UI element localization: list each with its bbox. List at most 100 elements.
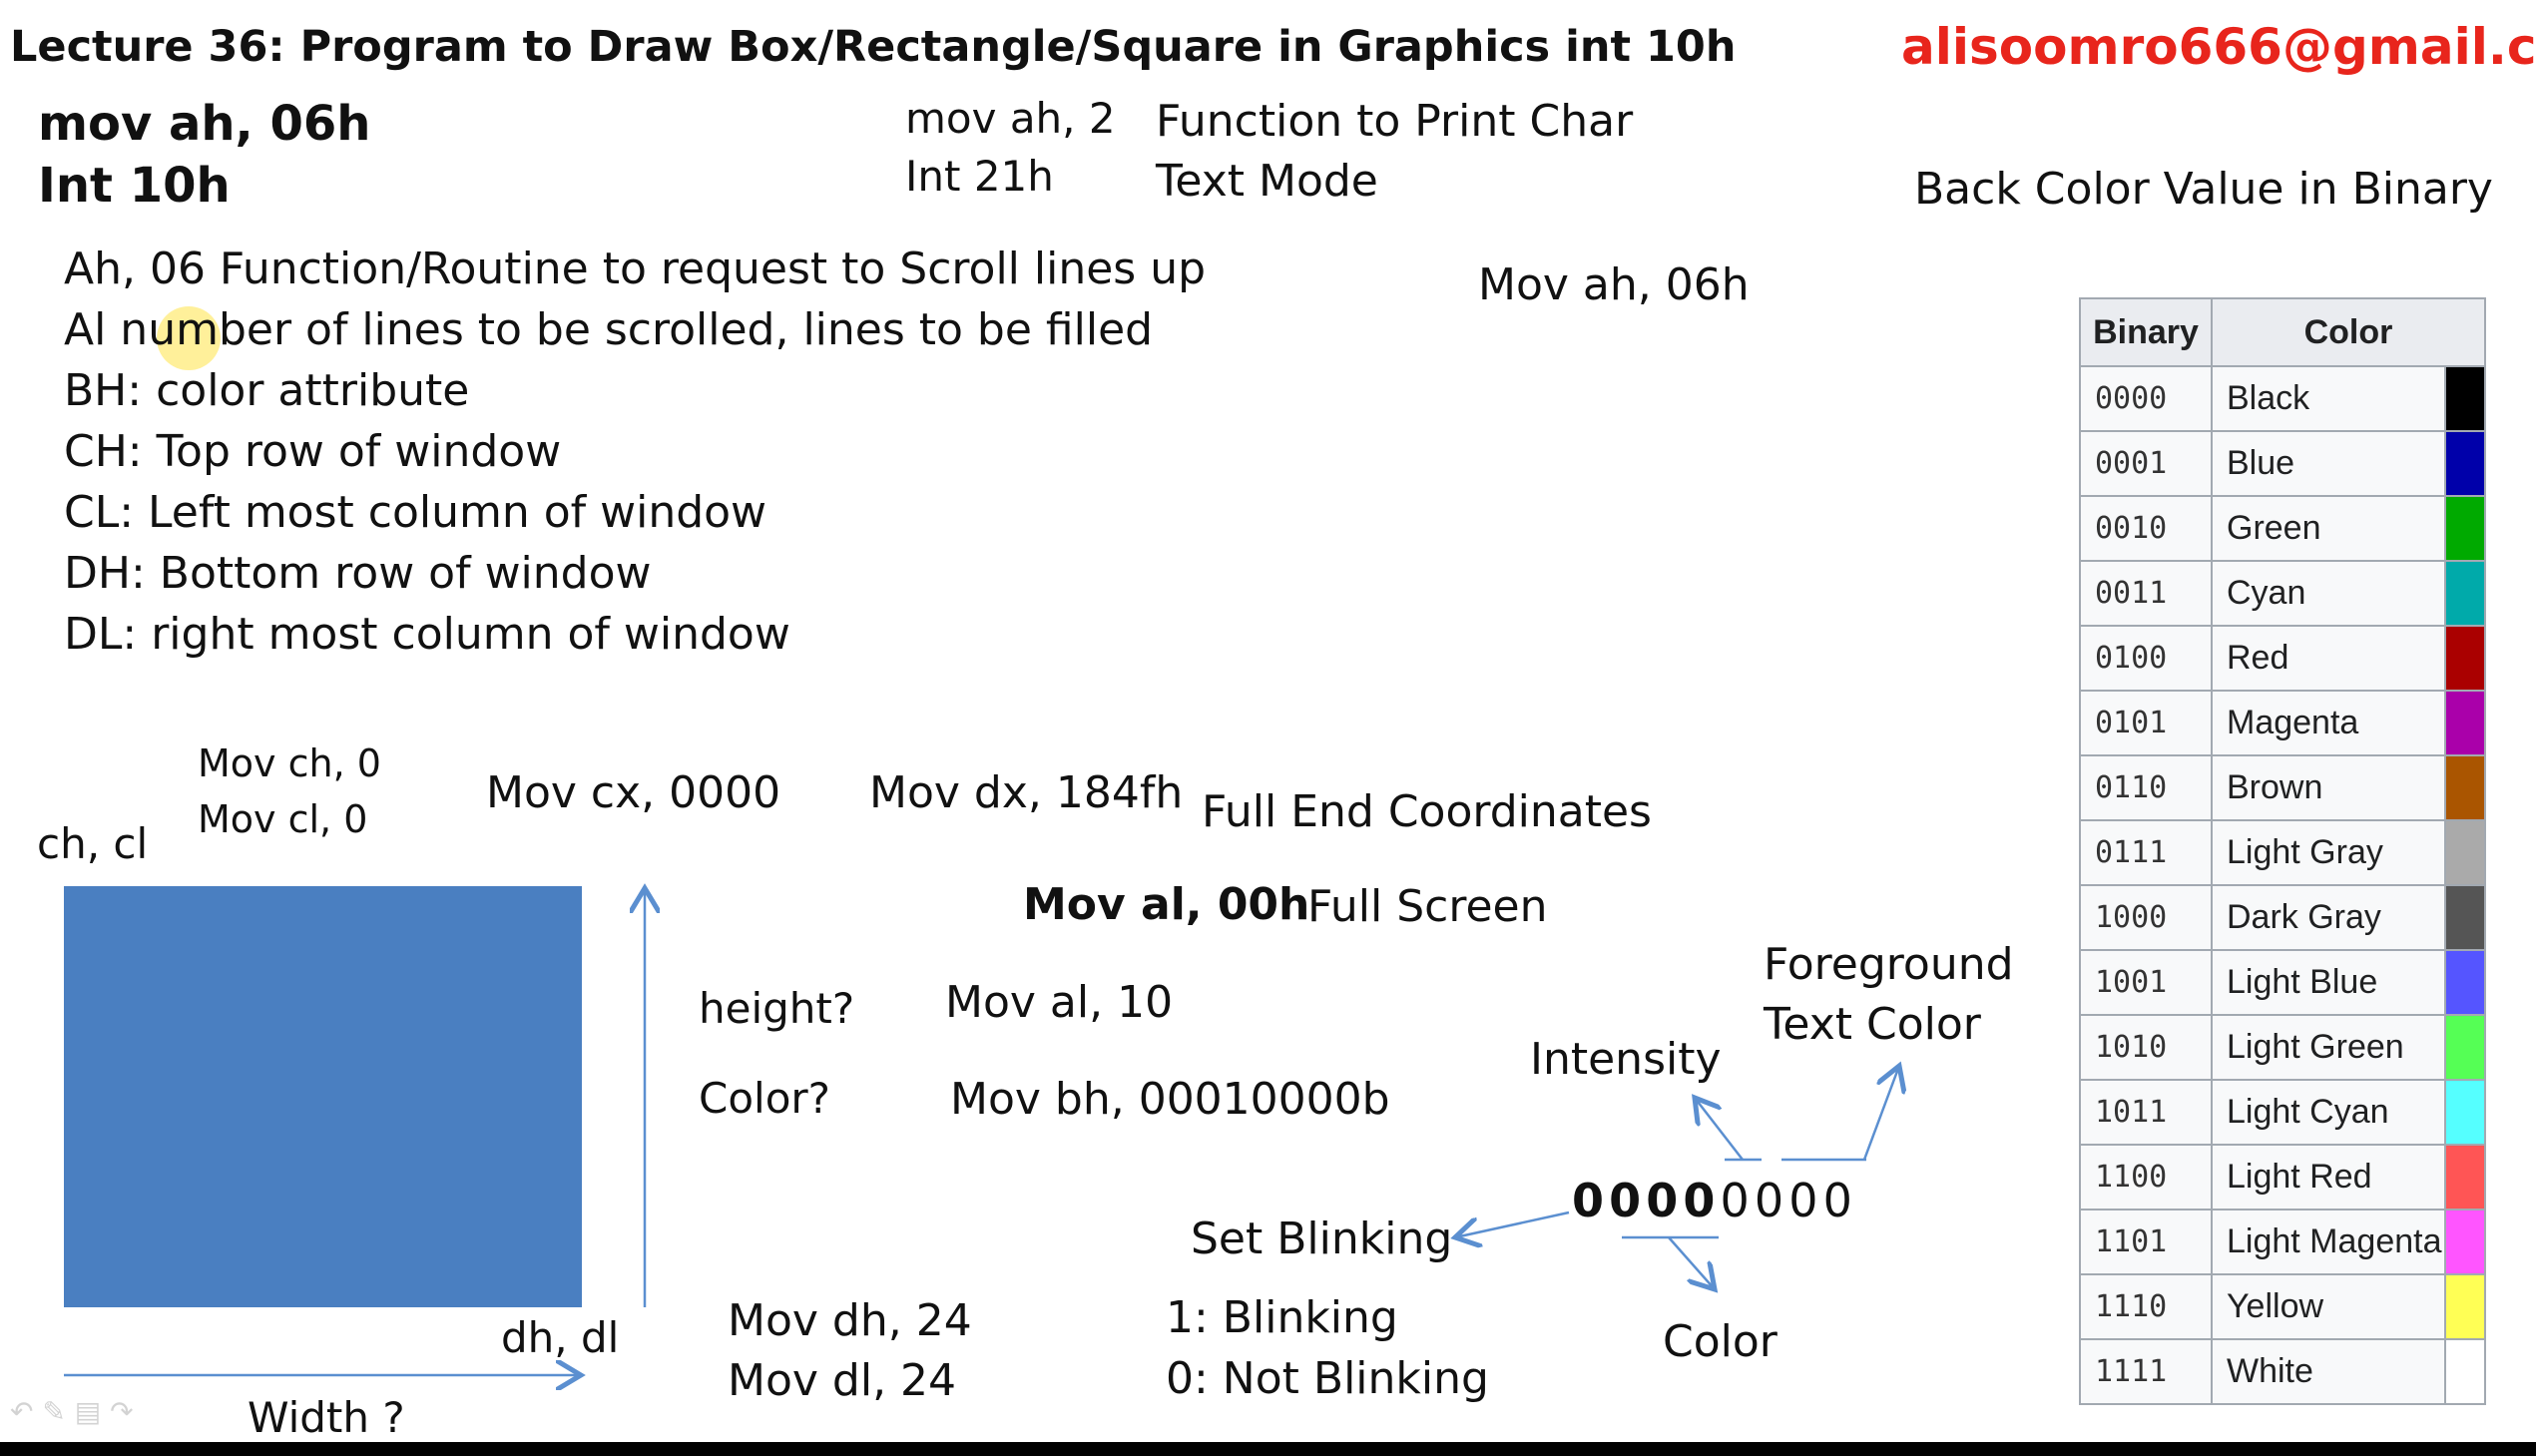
color-swatch xyxy=(2444,1144,2486,1211)
binary-cell: 1010 xyxy=(2079,1014,2213,1081)
blink-arrow xyxy=(1455,1211,1570,1237)
table-row: 1101 Light Magenta xyxy=(2079,1209,2486,1275)
color-name-cell: Yellow xyxy=(2211,1273,2446,1340)
color-name-cell: Light Magenta xyxy=(2211,1209,2446,1275)
label-full-end: Full End Coordinates xyxy=(1202,786,1652,837)
back-color-heading: Back Color Value in Binary xyxy=(1914,164,2493,215)
forward-icon[interactable]: ↷ xyxy=(110,1395,134,1428)
binary-cell: 1111 xyxy=(2079,1338,2213,1405)
fg-arrow xyxy=(1862,1066,1899,1161)
color-swatch xyxy=(2444,949,2486,1016)
desc-text-mode: Text Mode xyxy=(1156,156,1378,207)
register-line-dh: DH: Bottom row of window xyxy=(64,548,652,599)
bit-intensity: 0 xyxy=(1720,1174,1750,1227)
label-dh-dl: dh, dl xyxy=(501,1313,620,1362)
box-rectangle xyxy=(64,886,582,1307)
bit-blink: 0 xyxy=(1572,1174,1605,1227)
register-line-ah: Ah, 06 Function/Routine to request to Sc… xyxy=(64,243,1207,294)
code-mov-cl: Mov cl, 0 xyxy=(198,797,368,841)
register-line-ch: CH: Top row of window xyxy=(64,426,562,477)
label-blinking-1: 1: Blinking xyxy=(1166,1292,1398,1343)
table-row: 1001 Light Blue xyxy=(2079,949,2486,1016)
color-name-cell: Magenta xyxy=(2211,690,2446,756)
color-name-cell: Light Gray xyxy=(2211,819,2446,886)
color-swatch xyxy=(2444,1014,2486,1081)
code-mov-ah-2: mov ah, 2 xyxy=(905,94,1116,143)
color-name-cell: Brown xyxy=(2211,754,2446,821)
label-text-color: Text Color xyxy=(1764,999,1981,1050)
bottom-bar xyxy=(0,1442,2536,1456)
code-mov-dx: Mov dx, 184fh xyxy=(869,767,1184,818)
label-foreground: Foreground xyxy=(1764,939,2014,990)
bit-bg-2: 0 xyxy=(1609,1174,1642,1227)
color-name-cell: Dark Gray xyxy=(2211,884,2446,951)
table-row: 1100 Light Red xyxy=(2079,1144,2486,1211)
code-int-10h: Int 10h xyxy=(38,158,231,214)
table-row: 0000 Black xyxy=(2079,365,2486,432)
code-mov-dh: Mov dh, 24 xyxy=(728,1295,972,1346)
binary-cell: 0110 xyxy=(2079,754,2213,821)
code-mov-ah-06h: mov ah, 06h xyxy=(38,96,371,152)
table-row: 0010 Green xyxy=(2079,495,2486,562)
table-row: 1010 Light Green xyxy=(2079,1014,2486,1081)
label-ch-cl: ch, cl xyxy=(37,819,149,868)
table-row: 0110 Brown xyxy=(2079,754,2486,821)
color-name-cell: Black xyxy=(2211,365,2446,432)
color-name-cell: Green xyxy=(2211,495,2446,562)
color-name-cell: Blue xyxy=(2211,430,2446,497)
table-row: 0001 Blue xyxy=(2079,430,2486,497)
menu-icon[interactable]: ▤ xyxy=(74,1395,102,1428)
color-swatch xyxy=(2444,625,2486,692)
table-row: 1111 White xyxy=(2079,1338,2486,1405)
code-mov-al-10: Mov al, 10 xyxy=(945,977,1174,1028)
binary-cell: 1100 xyxy=(2079,1144,2213,1211)
color-swatch xyxy=(2444,884,2486,951)
table-row: 0111 Light Gray xyxy=(2079,819,2486,886)
color-swatch xyxy=(2444,1338,2486,1405)
back-icon[interactable]: ↶ xyxy=(10,1395,34,1428)
author-email: alisoomro666@gmail.com xyxy=(1901,18,2536,76)
binary-cell: 1000 xyxy=(2079,884,2213,951)
label-width: Width ? xyxy=(248,1393,405,1442)
color-name-cell: Light Green xyxy=(2211,1014,2446,1081)
binary-cell: 0111 xyxy=(2079,819,2213,886)
slide-toolbar[interactable]: ↶ ✎ ▤ ↷ xyxy=(10,1395,134,1428)
binary-cell: 1101 xyxy=(2079,1209,2213,1275)
color-name-cell: White xyxy=(2211,1338,2446,1405)
table-row: 1000 Dark Gray xyxy=(2079,884,2486,951)
color-name-cell: Light Cyan xyxy=(2211,1079,2446,1146)
binary-cell: 0001 xyxy=(2079,430,2213,497)
color-name-cell: Light Blue xyxy=(2211,949,2446,1016)
color-swatch xyxy=(2444,560,2486,627)
color-swatch xyxy=(2444,754,2486,821)
binary-cell: 0000 xyxy=(2079,365,2213,432)
color-name-cell: Cyan xyxy=(2211,560,2446,627)
color-swatch xyxy=(2444,1273,2486,1340)
color-swatch xyxy=(2444,1079,2486,1146)
color-name-cell: Light Red xyxy=(2211,1144,2446,1211)
binary-cell: 0101 xyxy=(2079,690,2213,756)
pen-icon[interactable]: ✎ xyxy=(42,1395,66,1428)
label-color: Color xyxy=(1663,1316,1777,1367)
binary-cell: 1110 xyxy=(2079,1273,2213,1340)
lecture-title: Lecture 36: Program to Draw Box/Rectangl… xyxy=(10,22,1737,72)
table-row: 0101 Magenta xyxy=(2079,690,2486,756)
table-row: 1110 Yellow xyxy=(2079,1273,2486,1340)
register-line-al: Al number of lines to be scrolled, lines… xyxy=(64,304,1154,355)
label-color-question: Color? xyxy=(699,1074,830,1123)
binary-cell: 0011 xyxy=(2079,560,2213,627)
table-row: 1011 Light Cyan xyxy=(2079,1079,2486,1146)
label-set-blinking: Set Blinking xyxy=(1191,1213,1453,1264)
column-header-binary: Binary xyxy=(2079,297,2213,367)
label-height: height? xyxy=(699,984,855,1033)
color-swatch xyxy=(2444,1209,2486,1275)
binary-cell: 0100 xyxy=(2079,625,2213,692)
register-line-bh: BH: color attribute xyxy=(64,365,470,416)
label-intensity: Intensity xyxy=(1530,1034,1722,1085)
table-row: 0100 Red xyxy=(2079,625,2486,692)
color-name-cell: Red xyxy=(2211,625,2446,692)
color-swatch xyxy=(2444,495,2486,562)
code-mov-dl: Mov dl, 24 xyxy=(728,1355,957,1406)
